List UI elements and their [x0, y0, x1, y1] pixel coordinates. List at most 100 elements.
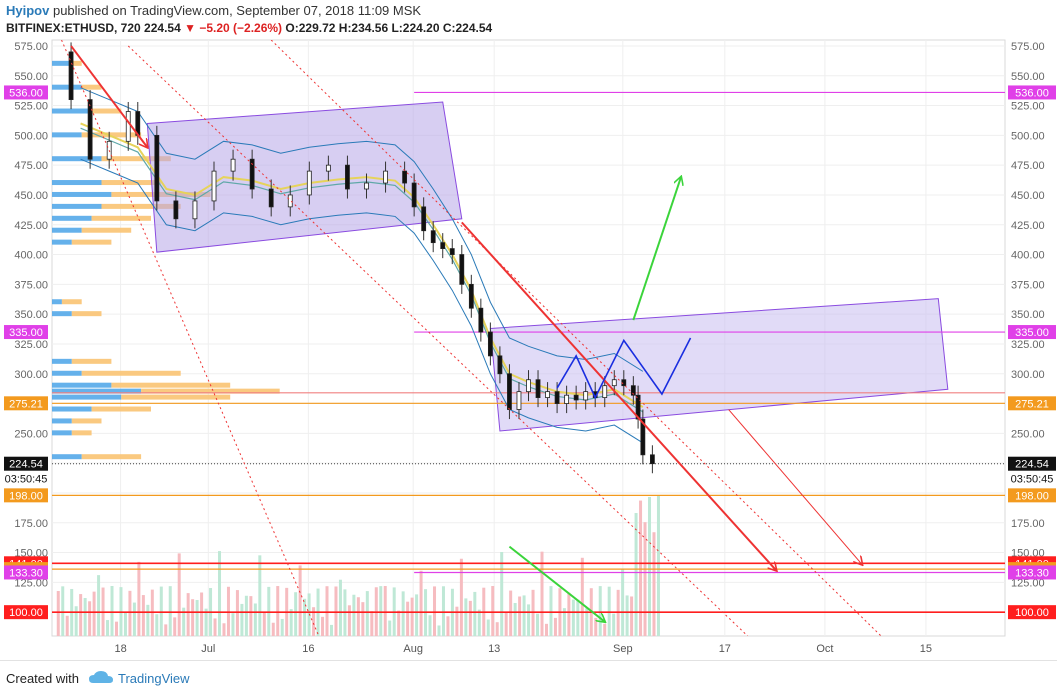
- candle-body: [411, 182, 417, 208]
- volume-profile-buy: [52, 370, 82, 376]
- price-badge-right: [1008, 471, 1056, 486]
- volume-bar: [65, 615, 69, 636]
- y-tick-label-left: 350.00: [14, 309, 48, 321]
- volume-profile-buy: [52, 227, 82, 233]
- volume-bar: [258, 555, 262, 636]
- y-tick-label-right: 525.00: [1011, 101, 1045, 113]
- volume-bar: [222, 623, 226, 636]
- candle-body: [554, 391, 560, 404]
- y-tick-label-left: 500.00: [14, 130, 48, 142]
- y-tick-label-left: 175.00: [14, 518, 48, 530]
- price-badge-right-text: 224.54: [1015, 459, 1049, 471]
- volume-bar: [92, 591, 96, 636]
- candle-body: [640, 418, 646, 456]
- red-trend-line: [270, 40, 882, 636]
- volume-bar: [79, 594, 83, 636]
- red-trend-line: [70, 45, 147, 147]
- volume-bar: [441, 586, 445, 636]
- candle-body: [459, 254, 465, 285]
- price-badge-left: [4, 325, 48, 340]
- ohlc-values: O:229.72 H:234.56 L:224.20 C:224.54: [285, 21, 493, 35]
- volume-profile-buy: [52, 132, 82, 138]
- volume-profile-sell: [101, 156, 171, 162]
- volume-bar: [83, 598, 87, 636]
- candle-body: [125, 111, 131, 142]
- volume-bar: [401, 591, 405, 636]
- candle-body: [545, 391, 550, 399]
- volume-profile-sell: [81, 454, 142, 460]
- volume-bar: [621, 569, 625, 636]
- price-badge-left: [4, 605, 48, 620]
- volume-bar: [415, 594, 419, 636]
- y-tick-label-left: 525.00: [14, 101, 48, 113]
- volume-bar: [249, 596, 253, 636]
- upper-band-line: [80, 87, 644, 372]
- created-with-label: Created with: [6, 671, 79, 686]
- volume-bar: [522, 595, 526, 636]
- volume-bar: [576, 599, 580, 636]
- volume-bar: [656, 496, 660, 636]
- volume-bar: [648, 496, 652, 636]
- candle-body: [602, 385, 608, 398]
- volume-bar: [486, 619, 490, 636]
- y-tick-label-left: 550.00: [14, 71, 48, 83]
- y-tick-label-right: 375.00: [1011, 279, 1045, 291]
- volume-profile-buy: [52, 180, 102, 186]
- candle-body: [287, 194, 293, 208]
- published-text: published on TradingView.com, September …: [52, 3, 422, 18]
- price-badge-right-text: 100.00: [1015, 607, 1049, 619]
- volume-bar: [365, 591, 369, 636]
- candle-body: [583, 391, 589, 401]
- price-badge-right-text: 536.00: [1015, 87, 1049, 99]
- volume-profile-buy: [52, 454, 82, 460]
- volume-bar: [253, 603, 257, 636]
- footer: Created with TradingView: [0, 660, 1057, 696]
- x-tick-label: Sep: [613, 643, 633, 655]
- volume-bar: [325, 586, 329, 636]
- volume-bar: [433, 586, 437, 636]
- candle-body: [173, 200, 179, 220]
- candle-body: [192, 200, 198, 220]
- volume-bar: [598, 586, 602, 636]
- symbol-label: BITFINEX:ETHUSD, 720: [6, 21, 141, 35]
- price-badge-left: [4, 85, 48, 100]
- red-trend-line: [728, 409, 862, 565]
- price-badge-left: [4, 488, 48, 503]
- price-badge-right: [1008, 565, 1056, 580]
- y-tick-label-right: 400.00: [1011, 250, 1045, 262]
- y-tick-label-right: 175.00: [1011, 518, 1045, 530]
- volume-profile-sell: [71, 60, 82, 66]
- candle-body: [402, 170, 408, 184]
- candle-body: [611, 379, 617, 387]
- volume-bar: [155, 614, 159, 636]
- volume-bar: [406, 601, 410, 636]
- tradingview-link[interactable]: TradingView: [118, 671, 190, 686]
- volume-profile-buy: [52, 203, 102, 209]
- volume-profile-sell: [71, 418, 102, 424]
- author-name[interactable]: Hyipov: [6, 3, 50, 18]
- price-badge-right: [1008, 85, 1056, 100]
- volume-bar: [477, 609, 481, 636]
- volume-bar: [495, 622, 499, 636]
- volume-bar: [612, 613, 616, 636]
- zigzag-projection: [556, 337, 692, 400]
- price-badge-left: [4, 456, 48, 471]
- candle-body: [564, 394, 570, 404]
- volume-bar: [500, 552, 504, 636]
- price-badge-left-text: 224.54: [9, 459, 43, 471]
- y-tick-label-right: 325.00: [1011, 339, 1045, 351]
- volume-bar: [213, 618, 217, 636]
- price-chart[interactable]: 100.00100.00125.00125.00150.00150.00175.…: [0, 0, 1057, 660]
- volume-bar: [173, 617, 177, 636]
- volume-bar: [370, 611, 374, 636]
- volume-bar: [312, 607, 316, 636]
- x-tick-label: Oct: [816, 643, 833, 655]
- volume-bar: [562, 608, 566, 636]
- volume-bar: [356, 597, 360, 636]
- volume-profile-buy: [52, 191, 112, 197]
- volume-profile-buy: [52, 215, 92, 221]
- x-tick-label: Jul: [201, 643, 215, 655]
- volume-bar: [383, 586, 387, 636]
- volume-bar: [518, 596, 522, 636]
- candle-body: [478, 307, 484, 333]
